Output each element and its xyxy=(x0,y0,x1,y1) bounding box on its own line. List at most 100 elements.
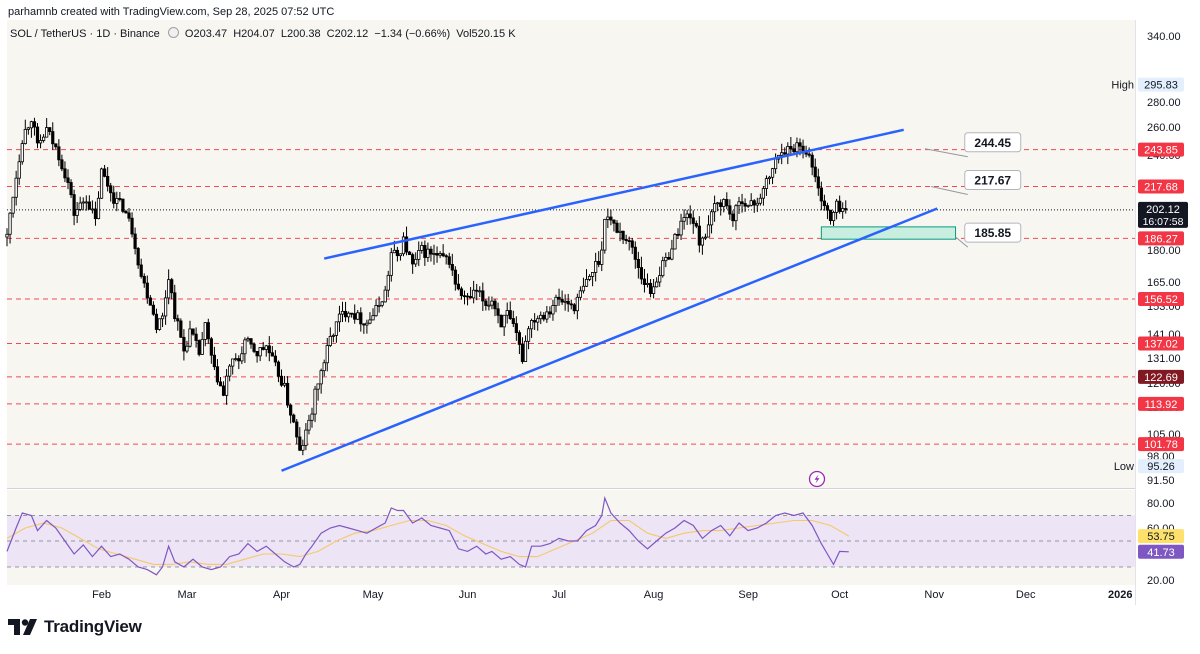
candle[interactable] xyxy=(23,119,27,145)
candle[interactable] xyxy=(423,240,427,266)
candle[interactable] xyxy=(218,377,223,387)
candle[interactable] xyxy=(127,207,131,222)
candle[interactable] xyxy=(136,247,140,269)
candle[interactable] xyxy=(51,122,55,151)
candle[interactable] xyxy=(551,299,555,321)
candle[interactable] xyxy=(112,185,116,209)
candle[interactable] xyxy=(307,414,311,435)
candle[interactable] xyxy=(841,202,845,219)
candle[interactable] xyxy=(148,295,152,306)
candle[interactable] xyxy=(304,423,308,451)
candle[interactable] xyxy=(508,301,512,320)
candle[interactable] xyxy=(621,230,625,244)
candle[interactable] xyxy=(84,195,88,211)
candle[interactable] xyxy=(75,202,79,224)
candle[interactable] xyxy=(761,185,766,206)
candle[interactable] xyxy=(109,182,113,202)
candle[interactable] xyxy=(709,209,714,234)
candle[interactable] xyxy=(29,120,34,138)
price-callout[interactable]: 244.45 xyxy=(924,132,1022,158)
candle[interactable] xyxy=(648,279,653,298)
candle[interactable] xyxy=(569,299,573,310)
candle[interactable] xyxy=(353,304,357,324)
candle[interactable] xyxy=(667,252,671,260)
candle[interactable] xyxy=(194,327,198,348)
candle[interactable] xyxy=(661,256,665,278)
candle[interactable] xyxy=(188,320,192,348)
candle[interactable] xyxy=(816,168,820,196)
candle[interactable] xyxy=(160,312,165,328)
candle[interactable] xyxy=(282,375,287,388)
channel-upper-trendline[interactable] xyxy=(323,128,904,260)
candle[interactable] xyxy=(389,247,393,282)
candle[interactable] xyxy=(825,202,830,220)
candle[interactable] xyxy=(645,273,650,288)
candle[interactable] xyxy=(725,192,729,210)
candle[interactable] xyxy=(261,341,265,351)
candle[interactable] xyxy=(343,301,348,322)
rsi-ma-line[interactable] xyxy=(6,519,850,565)
candle[interactable] xyxy=(737,196,741,214)
candle[interactable] xyxy=(298,427,302,452)
candle[interactable] xyxy=(606,208,610,229)
candle[interactable] xyxy=(322,359,326,377)
candle[interactable] xyxy=(688,205,692,225)
candle[interactable] xyxy=(475,283,479,301)
level-badge[interactable]: 137.02 xyxy=(1138,336,1184,351)
candle[interactable] xyxy=(481,282,485,311)
candle[interactable] xyxy=(682,209,686,230)
candle[interactable] xyxy=(539,311,543,325)
price-callout[interactable]: 185.85 xyxy=(955,222,1022,248)
candle[interactable] xyxy=(124,209,128,214)
candle[interactable] xyxy=(295,418,299,445)
candle[interactable] xyxy=(285,376,290,408)
candle[interactable] xyxy=(670,239,674,261)
candle[interactable] xyxy=(316,383,320,401)
candle[interactable] xyxy=(167,269,171,305)
candle[interactable] xyxy=(5,228,9,247)
candle[interactable] xyxy=(819,181,823,211)
candle[interactable] xyxy=(615,220,619,234)
candle[interactable] xyxy=(14,170,18,206)
candle[interactable] xyxy=(746,204,750,208)
candle[interactable] xyxy=(459,286,464,300)
candle[interactable] xyxy=(758,193,762,206)
candle[interactable] xyxy=(237,355,241,370)
candle[interactable] xyxy=(206,318,210,344)
candle[interactable] xyxy=(502,314,506,337)
candle[interactable] xyxy=(465,292,470,306)
candle[interactable] xyxy=(844,200,848,214)
candle[interactable] xyxy=(395,246,400,262)
candle[interactable] xyxy=(728,199,732,220)
candle[interactable] xyxy=(197,339,201,357)
candle[interactable] xyxy=(276,360,281,383)
candle[interactable] xyxy=(642,268,647,293)
candle[interactable] xyxy=(520,337,525,364)
candle[interactable] xyxy=(630,237,634,254)
candle[interactable] xyxy=(8,212,12,244)
candle[interactable] xyxy=(350,312,354,318)
candle[interactable] xyxy=(163,290,168,325)
candle[interactable] xyxy=(435,246,439,263)
candle[interactable] xyxy=(154,308,159,334)
candle[interactable] xyxy=(536,315,540,331)
candle[interactable] xyxy=(441,244,445,258)
candle[interactable] xyxy=(310,407,314,428)
candle[interactable] xyxy=(490,296,494,310)
rsi-line[interactable] xyxy=(6,495,849,576)
candle[interactable] xyxy=(359,307,363,332)
candle[interactable] xyxy=(289,403,293,424)
candle[interactable] xyxy=(581,277,586,294)
candle[interactable] xyxy=(432,244,436,265)
candle[interactable] xyxy=(60,154,64,172)
candlestick-series[interactable] xyxy=(5,117,848,456)
candle[interactable] xyxy=(368,312,372,325)
candle[interactable] xyxy=(273,350,278,367)
candle[interactable] xyxy=(145,275,149,304)
candle[interactable] xyxy=(401,232,406,257)
channel-lower-trendline[interactable] xyxy=(281,207,938,472)
candle[interactable] xyxy=(542,312,546,322)
candle[interactable] xyxy=(713,195,717,222)
candle[interactable] xyxy=(121,198,125,214)
